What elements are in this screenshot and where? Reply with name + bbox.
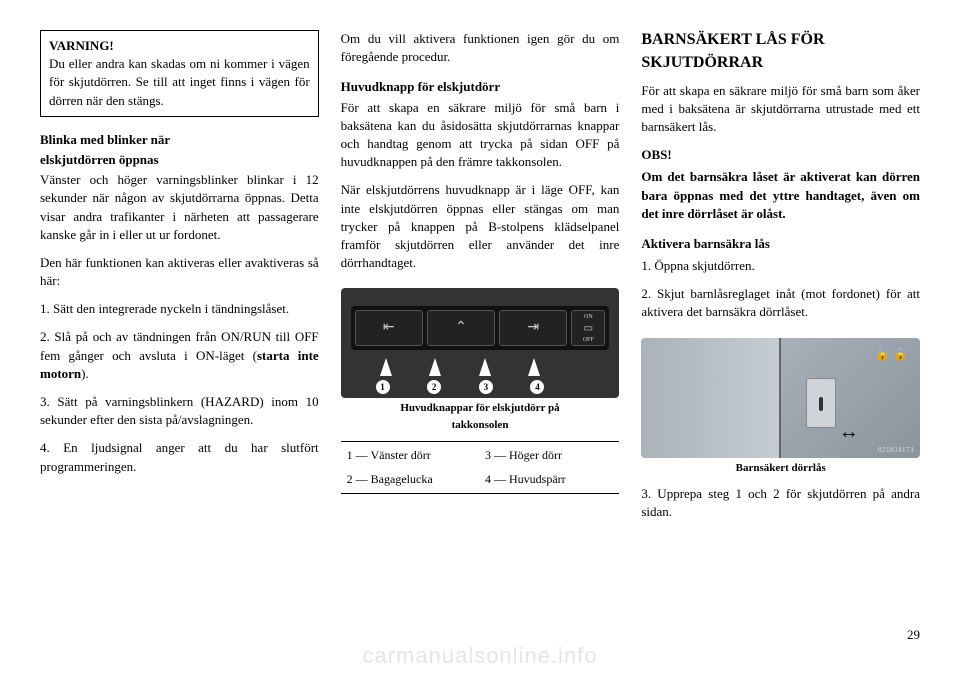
callout-arrows — [361, 358, 560, 376]
col3-p3: 2. Skjut barnlåsreglaget inåt (mot fordo… — [641, 285, 920, 321]
figure2-caption: Barnsäkert dörrlås — [736, 462, 826, 475]
col3-p4: 3. Upprepa steg 1 och 2 för skjutdörren … — [641, 485, 920, 521]
legend-2: 2 — Bagagelucka — [343, 468, 479, 491]
col2-p1: Om du vill aktivera funktionen igen gör … — [341, 30, 620, 66]
panel-btn-right-door-icon: ⇥ — [499, 310, 567, 346]
callout-4: 4 — [530, 380, 544, 394]
page-columns: VARNING! Du eller andra kan skadas om ni… — [40, 30, 920, 610]
arrow-icon — [429, 358, 441, 376]
warning-box: VARNING! Du eller andra kan skadas om ni… — [40, 30, 319, 117]
heading-aktivera: Aktivera barnsäkra lås — [641, 235, 920, 253]
overhead-panel-image: ⇤ ⌃ ⇥ ON ▭ OFF 1 2 — [341, 288, 620, 398]
col3-p2: 1. Öppna skjutdörren. — [641, 257, 920, 275]
col1-p3: 1. Sätt den integrerade nyckeln i tändni… — [40, 300, 319, 318]
obs-text: Om det barnsäkra låset är aktiverat kan … — [641, 168, 920, 223]
heading-huvudknapp: Huvudknapp för elskjutdörr — [341, 78, 620, 96]
panel-btn-left-door-icon: ⇤ — [355, 310, 423, 346]
legend-4: 4 — Huvudspärr — [481, 468, 617, 491]
lock-icons: 🔓 🔒 — [875, 346, 908, 363]
figure-overhead-panel: ⇤ ⌃ ⇥ ON ▭ OFF 1 2 — [341, 288, 620, 432]
lock-slot — [819, 397, 823, 411]
col1-p5: 3. Sätt på varningsblinkern (HAZARD) ino… — [40, 393, 319, 429]
legend-1: 1 — Vänster dörr — [343, 444, 479, 467]
arrow-icon — [528, 358, 540, 376]
table-row: 1 — Vänster dörr 3 — Höger dörr — [343, 444, 618, 467]
double-arrow-icon: ↔ — [839, 418, 859, 446]
figure-child-lock: 🔓 🔒 ↔ 021834173 Barnsäkert dörrlås — [641, 338, 920, 475]
callout-1: 1 — [376, 380, 390, 394]
col1-p2: Den här funktionen kan aktiveras eller a… — [40, 254, 319, 290]
col1-p6: 4. En ljudsignal anger att du har slutfö… — [40, 439, 319, 475]
legend-table: 1 — Vänster dörr 3 — Höger dörr 2 — Baga… — [341, 441, 620, 495]
child-lock-image: 🔓 🔒 ↔ 021834173 — [641, 338, 920, 458]
image-id: 021834173 — [878, 446, 914, 456]
col2-p3: När elskjutdörrens huvudknapp är i läge … — [341, 181, 620, 272]
heading-blinka-l1: Blinka med blinker när — [40, 131, 319, 149]
warning-title: VARNING! — [49, 37, 310, 55]
callout-2: 2 — [427, 380, 441, 394]
toggle-on-label: ON — [584, 313, 593, 321]
column-1: VARNING! Du eller andra kan skadas om ni… — [40, 30, 319, 610]
figure1-caption-l1: Huvudknappar för elskjutdörr på — [400, 402, 559, 415]
arrow-icon — [380, 358, 392, 376]
col3-p1: För att skapa en säkrare miljö för små b… — [641, 82, 920, 137]
obs-label: OBS! — [641, 146, 920, 164]
warning-text: Du eller andra kan skadas om ni kommer i… — [49, 55, 310, 110]
column-3: BARNSÄKERT LÅS FÖR SKJUTDÖRRAR För att s… — [641, 30, 920, 610]
toggle-switch-icon: ▭ — [584, 322, 593, 336]
panel-buttons-row: ⇤ ⌃ ⇥ ON ▭ OFF — [351, 306, 610, 350]
watermark: carmanualsonline.info — [0, 641, 960, 672]
figure1-caption-l2: takkonsolen — [452, 419, 509, 432]
col1-p1: Vänster och höger varningsblinker blinka… — [40, 171, 319, 244]
legend-3: 3 — Höger dörr — [481, 444, 617, 467]
col2-p2: För att skapa en säkrare miljö för små b… — [341, 99, 620, 172]
heading-blinka-l2: elskjutdörren öppnas — [40, 151, 319, 169]
lock-panel — [806, 378, 836, 428]
toggle-off-label: OFF — [583, 336, 594, 344]
section-title-l2: SKJUTDÖRRAR — [641, 53, 920, 74]
col1-p4: 2. Slå på och av tändningen från ON/RUN … — [40, 328, 319, 383]
panel-btn-liftgate-icon: ⌃ — [427, 310, 495, 346]
panel-main-toggle: ON ▭ OFF — [571, 310, 605, 346]
door-edge — [641, 338, 780, 458]
callout-3: 3 — [479, 380, 493, 394]
section-title-l1: BARNSÄKERT LÅS FÖR — [641, 30, 920, 51]
table-row: 2 — Bagagelucka 4 — Huvudspärr — [343, 468, 618, 491]
column-2: Om du vill aktivera funktionen igen gör … — [341, 30, 620, 610]
callout-numbers: 1 2 3 4 — [357, 380, 564, 394]
arrow-icon — [479, 358, 491, 376]
